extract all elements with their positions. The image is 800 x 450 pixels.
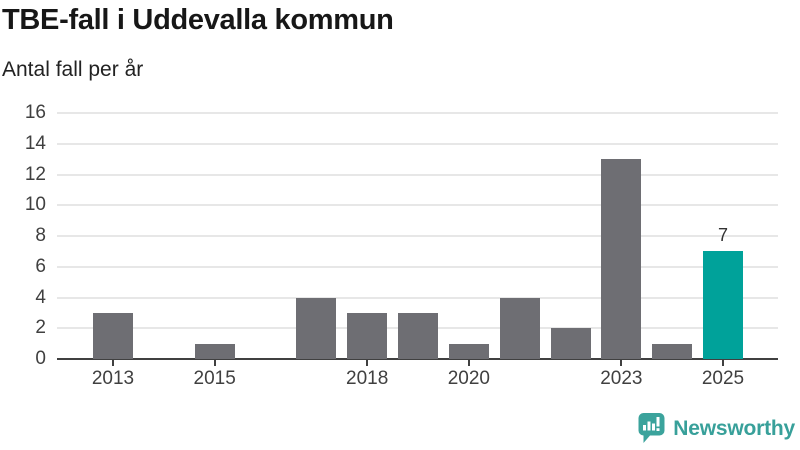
- gridline-y-16: [57, 112, 778, 114]
- y-axis-tick-label: 0: [35, 348, 46, 369]
- x-axis-tick-label: 2013: [91, 368, 135, 389]
- x-axis-tick-label: 2015: [193, 368, 236, 389]
- x-axis-tick-label: 2020: [447, 368, 490, 389]
- bar-2025: [703, 251, 743, 359]
- gridline-y-8: [57, 235, 778, 237]
- gridline-y-12: [57, 173, 778, 176]
- bar-2020: [448, 343, 489, 359]
- y-axis-tick-label: 2: [35, 317, 46, 339]
- bar-value-label-2025: 7: [717, 225, 728, 246]
- bar-2024: [652, 343, 693, 359]
- x-axis-tick-2023: [620, 360, 623, 366]
- gridline-y-4: [57, 296, 778, 299]
- y-axis-tick-label: 6: [35, 255, 46, 277]
- bar-2018: [347, 312, 388, 359]
- gridline-y-10: [57, 204, 778, 207]
- y-axis-tick-label: 16: [24, 102, 46, 123]
- x-axis-tick-label: 2018: [346, 368, 389, 389]
- x-axis-tick-2013: [112, 360, 114, 366]
- x-axis-tick-2025: [722, 360, 724, 366]
- x-axis-tick-label: 2023: [600, 368, 643, 389]
- plot-area: [57, 112, 778, 360]
- x-axis-tick-label: 2025: [701, 368, 745, 389]
- gridline-y-14: [57, 142, 778, 145]
- gridline-y-6: [57, 265, 778, 268]
- bar-2022: [550, 328, 591, 359]
- x-axis-tick-2018: [366, 360, 369, 366]
- chart-title: TBE-fall i Uddevalla kommun: [2, 4, 394, 36]
- x-axis-tick-2015: [213, 360, 216, 366]
- chart-subtitle: Antal fall per år: [2, 58, 144, 81]
- bar-2017: [296, 297, 337, 359]
- bar-2019: [398, 312, 438, 359]
- y-axis-tick-label: 4: [35, 286, 46, 308]
- brand-footer: Newsworthy: [638, 413, 795, 444]
- bar-2015: [194, 343, 235, 359]
- bar-2021: [499, 297, 540, 359]
- bar-2013: [93, 312, 133, 359]
- newsworthy-logo-icon: [638, 413, 665, 443]
- brand-name: Newsworthy: [673, 416, 795, 440]
- y-axis-tick-label: 10: [24, 194, 46, 216]
- x-axis-line: [57, 358, 778, 360]
- y-axis-tick-label: 8: [35, 225, 46, 246]
- y-axis-tick-label: 12: [24, 163, 46, 185]
- bar-2023: [601, 159, 642, 359]
- x-axis-tick-2020: [467, 360, 470, 366]
- y-axis-tick-label: 14: [24, 132, 46, 154]
